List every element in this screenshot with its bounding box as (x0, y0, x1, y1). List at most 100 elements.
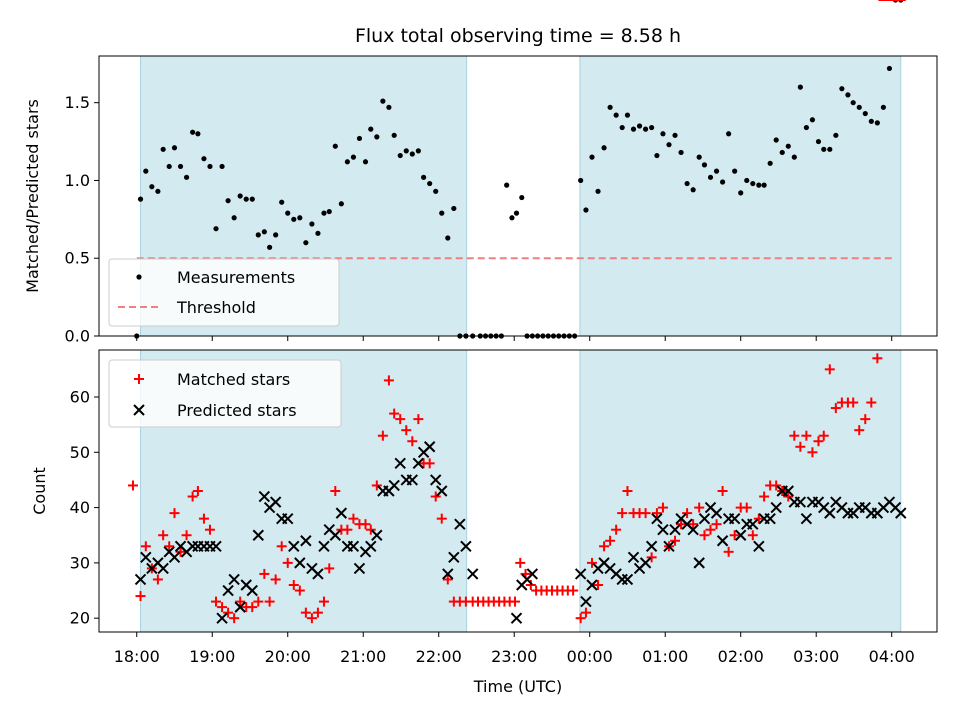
measurement-point (649, 124, 655, 131)
measurement-point (415, 148, 421, 154)
predicted-point (371, 529, 383, 541)
measurement-point (309, 221, 315, 227)
measurement-point (785, 143, 791, 149)
matched-point (348, 513, 359, 524)
matched-point (229, 613, 240, 624)
y-tick-label: 0.0 (65, 327, 90, 346)
predicted-point (747, 518, 759, 530)
measurement-point (297, 215, 303, 221)
legend-box (108, 258, 340, 327)
matched-point (657, 502, 668, 513)
matched-point (795, 441, 806, 452)
measurement-point (684, 180, 690, 187)
measurement-point (504, 182, 510, 188)
measurement-point (374, 134, 380, 140)
matched-point (699, 530, 710, 541)
measurement-point (678, 149, 684, 156)
matched-point (371, 480, 382, 491)
matched-point (430, 491, 441, 502)
matched-point (192, 486, 203, 496)
predicted-point (454, 518, 466, 530)
measurement-point (409, 151, 415, 157)
predicted-point (586, 579, 598, 591)
measurement-point (578, 177, 584, 184)
matched-point (312, 607, 323, 618)
y-tick-label: 40 (70, 498, 90, 517)
x-axis-label: Time (UTC) (473, 677, 562, 696)
measurement-point (880, 104, 886, 110)
matched-point (807, 447, 818, 458)
matched-point (741, 502, 752, 513)
matched-point (753, 513, 764, 524)
measurement-point (350, 154, 357, 160)
predicted-point (246, 584, 258, 597)
measurement-point (332, 143, 338, 149)
measurement-point (160, 146, 166, 152)
matched-point (872, 353, 883, 364)
measurement-point (397, 152, 403, 159)
matched-point (169, 508, 180, 519)
x-tick-label: 20:00 (265, 647, 311, 666)
measurement-point (850, 100, 856, 106)
legend-predicted-marker (133, 404, 145, 416)
measurement-point (630, 126, 637, 132)
matched-point (622, 486, 633, 496)
matched-point (204, 524, 215, 535)
matched-point (175, 546, 186, 557)
predicted-point (764, 512, 776, 525)
bottom-y-axis: 20 30 40 50 60 (70, 388, 99, 628)
measurement-point (874, 120, 880, 126)
matched-point (152, 574, 163, 585)
measurement-point (513, 210, 520, 216)
measurement-point (809, 117, 816, 123)
predicted-point (663, 540, 675, 553)
measurement-point (303, 240, 309, 246)
x-tick-label: 00:00 (567, 647, 613, 666)
measurement-point (732, 168, 738, 174)
matched-point (158, 530, 169, 541)
predicted-point (710, 507, 723, 519)
x-tick-label: 19:00 (189, 647, 235, 666)
predicted-point (639, 557, 652, 569)
predicted-point (770, 501, 782, 514)
predicted-point (782, 485, 794, 497)
y-tick-label: 30 (70, 553, 90, 572)
measurement-point (143, 168, 149, 174)
measurement-point (427, 180, 433, 187)
measurement-point (636, 123, 643, 129)
predicted-point (329, 529, 342, 541)
measurement-point (225, 198, 231, 204)
y-tick-label: 1.5 (65, 93, 90, 112)
matched-point (818, 430, 829, 441)
measurement-point (803, 124, 809, 131)
measurement-point (243, 196, 249, 202)
matched-point (575, 613, 586, 624)
measurement-point (338, 201, 344, 207)
matched-point (288, 580, 299, 590)
matched-point (276, 541, 287, 552)
measurement-point (589, 154, 595, 160)
measurement-point (886, 65, 893, 72)
matched-point (866, 397, 877, 408)
matched-point (211, 596, 222, 607)
bottom-x-axis: 18:00 19:00 20:00 21:00 22:00 23:00 00:00 01:00… (114, 632, 915, 666)
measurement-point (421, 174, 427, 180)
matched-point (694, 502, 705, 513)
measurement-point (403, 148, 409, 154)
shaded-span (579, 349, 902, 633)
matched-point (813, 436, 824, 447)
top-x-ticks (136, 336, 893, 341)
predicted-point (353, 562, 366, 575)
predicted-point (423, 441, 436, 453)
matched-point (617, 508, 628, 519)
matched-point (424, 458, 435, 469)
predicted-point (394, 457, 406, 470)
top-axes-frame (98, 55, 938, 337)
predicted-point (526, 568, 539, 580)
measurement-point (845, 92, 851, 98)
measurement-point (207, 163, 213, 170)
predicted-point (412, 457, 425, 470)
matched-point (586, 557, 597, 568)
matched-point (264, 596, 275, 607)
bottom-count-points (127, 0, 907, 624)
